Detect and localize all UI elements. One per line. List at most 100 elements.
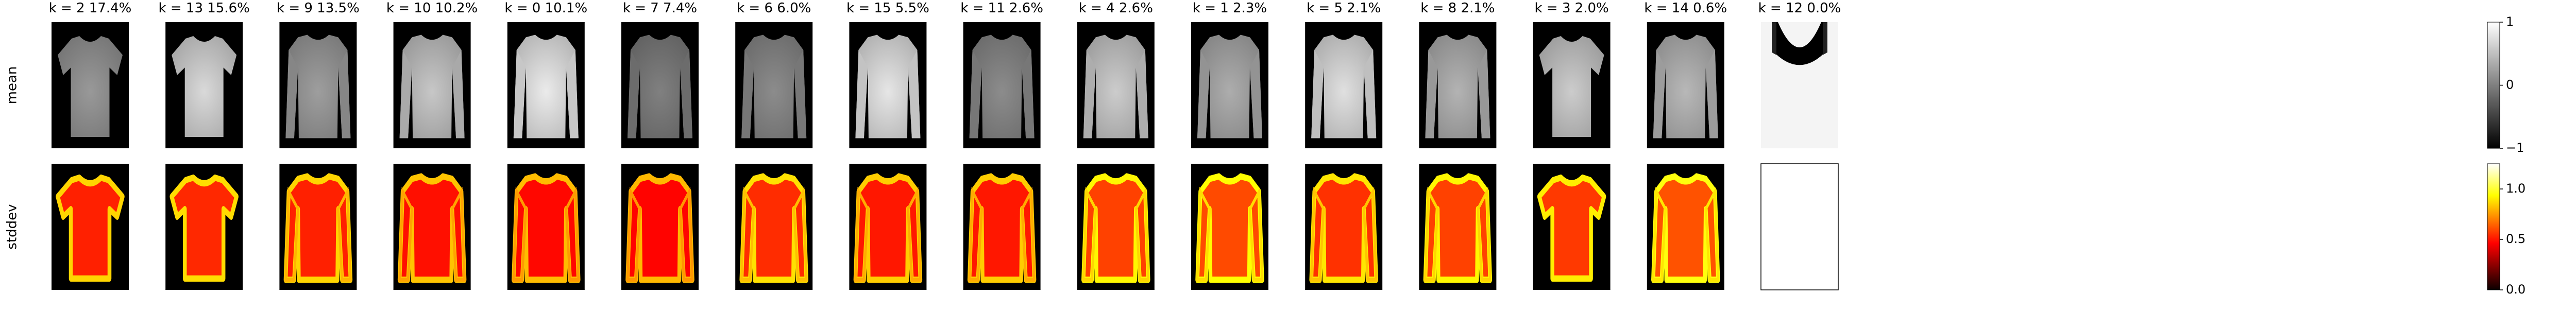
sleeve-mean — [855, 49, 868, 139]
panel-title: k = 3 2.0% — [1534, 1, 1608, 16]
mean-image — [1191, 22, 1268, 148]
sleeve-stddev — [968, 186, 983, 282]
mean-image — [507, 22, 585, 148]
mean-image — [1533, 22, 1611, 148]
sleeve-stddev — [565, 186, 580, 282]
garment-mean — [399, 34, 465, 139]
sleeve-mean — [1311, 49, 1324, 139]
mean-image — [1077, 22, 1155, 148]
sleeve-mean — [1022, 49, 1035, 139]
mean-image — [963, 22, 1041, 148]
garment-mean — [1539, 36, 1604, 137]
colorbar-tick-label: 1 — [2506, 14, 2514, 29]
stddev-image — [849, 164, 927, 290]
sleeve-mean — [338, 49, 351, 139]
stddev-image — [507, 164, 585, 290]
mean-image — [393, 22, 471, 148]
stddev-image — [1305, 164, 1383, 290]
sleeve-mean — [1250, 49, 1262, 139]
sleeve-mean — [908, 49, 921, 139]
row-label-mean: mean — [5, 66, 20, 105]
sleeve-stddev — [1362, 186, 1378, 282]
mean-image — [621, 22, 699, 148]
garment-mean — [628, 34, 692, 139]
sleeve-stddev — [512, 186, 528, 282]
garment-mean — [855, 34, 921, 139]
sleeve-stddev — [1082, 186, 1097, 282]
panel-title: k = 13 15.6% — [159, 1, 250, 16]
sleeve-stddev — [740, 186, 755, 282]
stddev-image — [735, 164, 813, 290]
sleeve-mean — [399, 49, 412, 139]
mean-image — [1419, 22, 1497, 148]
sleeve-mean — [628, 49, 640, 139]
mean-image — [849, 22, 927, 148]
sleeve-mean — [794, 49, 807, 139]
panel-title: k = 5 2.1% — [1307, 1, 1381, 16]
sleeve-mean — [1197, 49, 1210, 139]
sleeve-mean — [1425, 49, 1438, 139]
stddev-image — [1760, 163, 1839, 290]
garment-mean — [513, 34, 579, 139]
stddev-image — [1077, 164, 1155, 290]
sleeve-stddev — [1652, 186, 1667, 282]
stddev-image — [1419, 164, 1497, 290]
colorbar-mean: 1 0 −1 — [2487, 14, 2524, 155]
garment-mean — [1653, 34, 1718, 139]
panel-title: k = 8 2.1% — [1420, 1, 1495, 16]
mean-image — [735, 22, 813, 148]
mean-image — [279, 22, 357, 148]
panel-title: k = 0 10.1% — [504, 1, 587, 16]
colorbar-tick-label: 0 — [2506, 78, 2514, 92]
row-label-stddev: stddev — [5, 204, 20, 249]
panel-title: k = 15 5.5% — [846, 1, 929, 16]
stddev-image — [963, 164, 1041, 290]
panel-title: k = 11 2.6% — [960, 1, 1043, 16]
panel-title: k = 7 7.4% — [623, 1, 697, 16]
panel-title: k = 14 0.6% — [1644, 1, 1727, 16]
colorbar-tick-label: −1 — [2506, 141, 2524, 155]
garment-mean — [58, 36, 123, 137]
mean-image — [1761, 22, 1838, 148]
sleeve-mean — [969, 49, 982, 139]
stddev-image — [1647, 164, 1724, 290]
mean-image — [52, 22, 129, 148]
sleeve-stddev — [679, 186, 694, 282]
neckline-shadow — [1772, 22, 1827, 65]
sleeve-mean — [1653, 49, 1666, 139]
sleeve-stddev — [451, 186, 466, 282]
sleeve-stddev — [1477, 186, 1492, 282]
garment-mean — [172, 36, 237, 137]
stddev-image — [52, 164, 129, 290]
sleeve-stddev — [337, 186, 352, 282]
stddev-empty — [1760, 163, 1839, 290]
panel-title: k = 2 17.4% — [49, 1, 132, 16]
mean-image — [1647, 22, 1724, 148]
garment-stddev — [170, 174, 239, 282]
sleeve-stddev — [1704, 186, 1720, 282]
sleeve-stddev — [1134, 186, 1150, 282]
sleeve-mean — [1136, 49, 1148, 139]
garment-mean — [1425, 34, 1490, 139]
mean-image — [1305, 22, 1383, 148]
sleeve-stddev — [626, 186, 641, 282]
sleeve-stddev — [907, 186, 922, 282]
garment-mean — [741, 34, 807, 139]
garment-stddev — [56, 174, 125, 282]
garment-mean — [1311, 34, 1377, 139]
sleeve-stddev — [1424, 186, 1439, 282]
panel-title: k = 10 10.2% — [386, 1, 478, 16]
sleeve-stddev — [1310, 186, 1325, 282]
stddev-image — [165, 164, 243, 290]
sleeve-stddev — [1196, 186, 1211, 282]
sleeve-mean — [285, 49, 298, 139]
stddev-image — [279, 164, 357, 290]
stddev-image — [393, 164, 471, 290]
garment-mean — [1197, 34, 1262, 139]
panel-title: k = 4 2.6% — [1079, 1, 1153, 16]
colorbar-stddev: 1.0 0.5 0.0 — [2487, 163, 2526, 297]
garment-stddev — [1537, 174, 1606, 282]
sleeve-mean — [1705, 49, 1718, 139]
